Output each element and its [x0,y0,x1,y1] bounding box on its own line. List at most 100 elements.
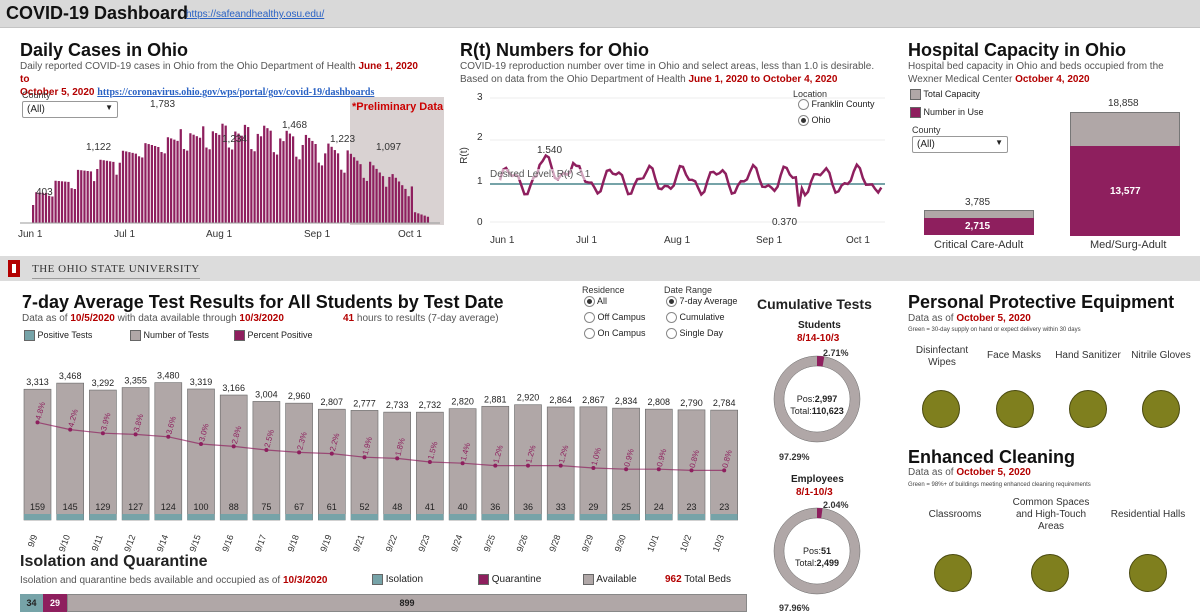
tests-date-tick: 9/17 [253,533,268,553]
tests-total-bar [154,382,183,521]
residence-option-on-campus[interactable]: On Campus [584,328,646,340]
ppe-note: Green = 30-day supply on hand or expect … [908,327,1081,333]
residence-option-all[interactable]: All [584,296,607,308]
daily-case-bar [362,177,365,223]
date-range-option-cumulative[interactable]: Cumulative [666,312,725,324]
daily-case-bar [330,146,333,223]
total-beds-value: 962 [665,574,682,585]
percent-positive-point [493,463,498,468]
total-label: Total: [790,406,812,416]
tests-positive-label: 48 [392,502,402,512]
tests-positive-label: 25 [621,502,631,512]
county-select-value: (All) [917,139,935,150]
maroon-swatch [910,107,921,119]
tests-date-tick: 9/15 [187,533,202,553]
tests-total-bar [89,389,117,521]
hospital-description: Hospital bed capacity in Ohio and beds o… [908,60,1198,86]
daily-case-bar [51,196,54,223]
hours-text: hours to results (7-day average) [356,313,499,324]
tests-positive-bar [351,514,378,520]
tests-total-label: 3,292 [92,378,115,388]
daily-case-bar [80,170,83,223]
isolation-bar: 34 [20,594,43,612]
cleaning-note: Green = 98%+ of buildings meeting enhanc… [908,482,1091,488]
donut-positive-arc [816,356,825,367]
daily-case-bar [256,133,259,223]
tests-date-tick: 9/29 [580,533,595,553]
daily-case-bar [327,143,330,223]
date-range-option-7day[interactable]: 7-day Average [666,296,737,308]
top-bar: COVID-19 Dashboard https://safeandhealth… [0,0,1200,28]
daily-case-bar [259,136,263,223]
percent-positive-point [68,427,73,432]
daily-case-bar [423,215,426,223]
location-option-franklin[interactable]: Franklin County [798,99,875,111]
tests-positive-bar [612,514,640,520]
daily-case-bar [279,138,282,223]
legend-label: Number of Tests [143,330,209,340]
tests-total-label: 3,480 [157,371,180,381]
daily-case-bar [365,180,369,223]
location-option-ohio[interactable]: Ohio [798,115,831,127]
date-range-option-single[interactable]: Single Day [666,328,723,340]
rt-ytick: 2 [477,132,483,143]
rt-line-chart [490,97,885,223]
ohio-dashboard-link[interactable]: https://coronavirus.ohio.gov/wps/portal/… [97,87,375,98]
tests-positive-bar [318,514,346,520]
employees-total-value: 2,499 [816,558,840,568]
ms-use-label: 13,577 [1110,186,1141,197]
date-range-label: Date Range [664,285,713,295]
percent-positive-point [133,432,138,437]
daily-case-bar [237,133,240,223]
ppe-asof: Data as of October 5, 2020 [908,312,1031,325]
asof-date: 10/5/2020 [70,313,115,324]
county-label: County [22,90,51,100]
available-bar: 899 [67,594,747,612]
daily-case-bar [311,140,314,223]
ms-category-label: Med/Surg-Adult [1090,239,1167,251]
rt-ylabel: R(t) [458,147,470,164]
daily-case-bar [163,153,166,223]
county-select-daily[interactable]: (All) ▼ [22,101,118,118]
daily-case-bar [240,135,243,223]
daily-case-bar [32,205,35,223]
daily-case-bar [48,195,51,223]
rt-desc-text: COVID-19 reproduction number over time i… [460,61,875,72]
rt-title: R(t) Numbers for Ohio [460,40,649,60]
residence-option-off-campus[interactable]: Off Campus [584,312,645,324]
tests-positive-label: 23 [686,502,696,512]
cleaning-item-label: Common Spaces and High-Touch Areas [1012,497,1090,532]
daily-case-bar [176,140,179,223]
safe-and-healthy-link[interactable]: https://safeandhealthy.osu.edu/ [186,9,325,20]
radio-icon [666,328,677,340]
tests-total-label: 3,355 [124,376,147,386]
daily-case-bar [231,149,234,223]
legend-label: Available [596,574,637,586]
daily-case-bar [125,151,128,223]
tests-positive-bar [710,514,738,520]
daily-case-bar [67,181,70,223]
cleaning-title: Enhanced Cleaning [908,447,1076,467]
cleaning-status-indicator [1129,554,1167,592]
daily-case-bar [166,137,170,223]
tests-total-label: 2,820 [451,397,474,407]
daily-case-bar [198,137,202,223]
tests-date-tick: 9/21 [351,533,366,553]
rt-xtick: Jul 1 [576,235,598,246]
daily-case-bar [115,174,118,223]
radio-selected-icon [666,296,677,308]
students-pos-value: 2,997 [814,394,838,404]
daily-case-bar [308,137,311,223]
pos-label: Pos: [802,546,821,556]
daily-xtick: Jul 1 [114,229,136,240]
teal-swatch [24,330,35,342]
cleaning-item-label: Classrooms [928,509,982,520]
daily-case-bar [173,139,176,223]
daily-case-bar [186,150,189,223]
daily-case-bar [288,133,292,223]
total-beds-text: Total Beds [684,574,731,585]
daily-case-bar [426,216,430,223]
county-select-hospital[interactable]: (All) ▼ [912,136,1008,153]
percent-positive-point [689,468,694,473]
daily-case-bar [420,214,423,223]
